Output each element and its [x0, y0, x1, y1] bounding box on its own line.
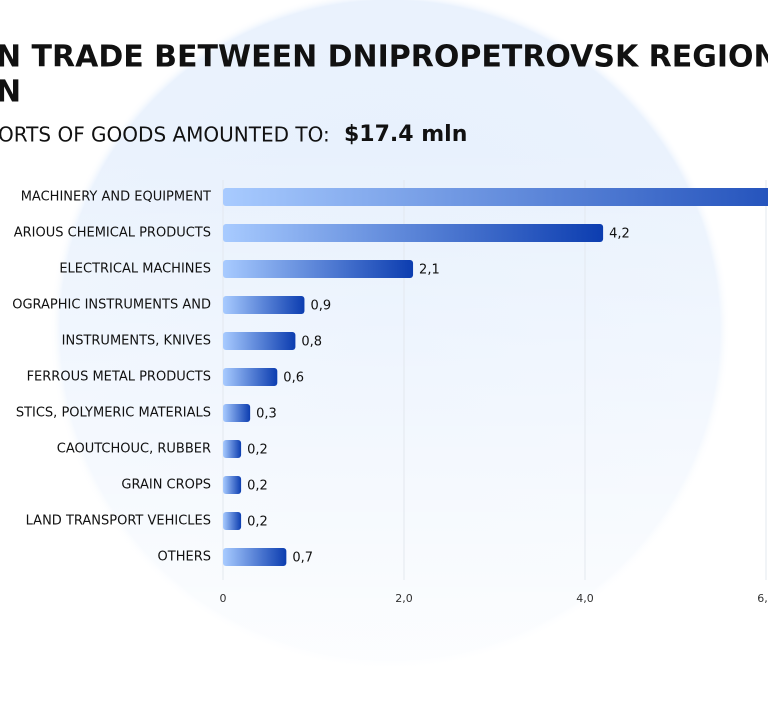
x-tick-label: 0 — [220, 592, 227, 605]
value-label: 0,8 — [301, 335, 322, 350]
bar — [223, 260, 414, 278]
bar — [223, 548, 287, 566]
bar — [223, 332, 296, 350]
y-tick-label: CAOUTCHOUC, RUBBER — [57, 442, 211, 457]
value-label: 0,6 — [283, 371, 304, 386]
x-tick-label: 6,0 — [757, 592, 768, 605]
y-tick-label: FERROUS METAL PRODUCTS — [27, 370, 211, 385]
value-label: 4,2 — [609, 227, 630, 242]
bar — [223, 188, 768, 206]
value-label: 0,9 — [310, 299, 331, 314]
bar — [223, 296, 305, 314]
chart-subtitle: ORTS OF GOODS AMOUNTED TO: — [0, 123, 330, 147]
value-label: 0,2 — [247, 479, 268, 494]
y-tick-label: OGRAPHIC INSTRUMENTS AND — [12, 298, 211, 313]
total: $17.4 mln — [344, 122, 467, 147]
value-label: 0,7 — [292, 551, 313, 566]
y-tick-label: ARIOUS CHEMICAL PRODUCTS — [14, 226, 211, 241]
bar — [223, 224, 604, 242]
y-tick-label: OTHERS — [158, 550, 211, 565]
y-tick-label: STICS, POLYMERIC MATERIALS — [16, 406, 211, 421]
x-tick-label: 4,0 — [576, 592, 594, 605]
value-label: 0,2 — [247, 443, 268, 458]
value-label: 0,3 — [256, 407, 277, 422]
y-tick-label: GRAIN CROPS — [121, 478, 211, 493]
bar — [223, 512, 242, 530]
bar — [223, 368, 278, 386]
chart-title: N — [0, 75, 21, 110]
y-tick-label: LAND TRANSPORT VEHICLES — [26, 514, 211, 529]
y-tick-label: INSTRUMENTS, KNIVES — [62, 334, 211, 349]
value-label: 0,2 — [247, 515, 268, 530]
value-label: 2,1 — [419, 263, 440, 278]
chart-title: N TRADE BETWEEN DNIPROPETROVSK REGION — [0, 40, 768, 75]
y-tick-label: MACHINERY AND EQUIPMENT — [21, 190, 211, 205]
y-tick-label: ELECTRICAL MACHINES — [59, 262, 211, 277]
x-tick-label: 2,0 — [395, 592, 413, 605]
bar — [223, 404, 251, 422]
bar — [223, 440, 242, 458]
bar — [223, 476, 242, 494]
